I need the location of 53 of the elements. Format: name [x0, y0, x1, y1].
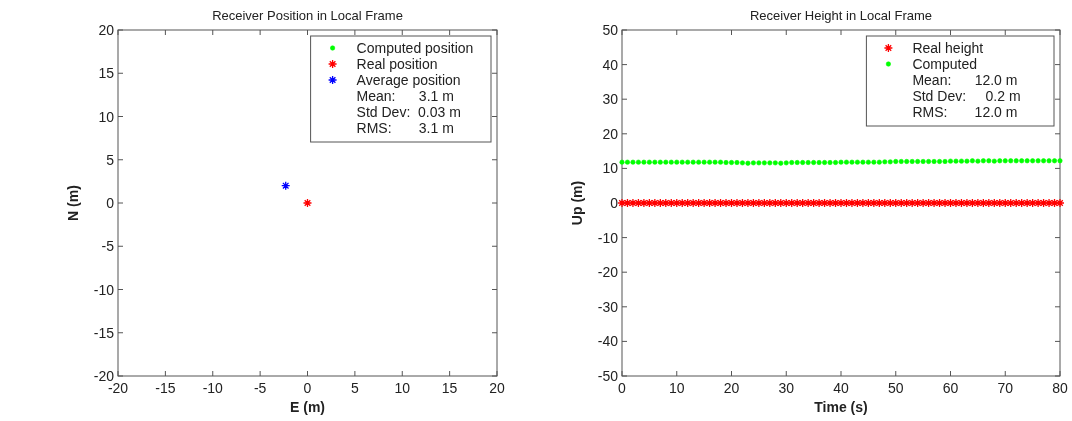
x-tick-label: 20: [489, 380, 505, 396]
x-tick-label: 10: [668, 380, 685, 396]
legend-label: Average position: [356, 72, 461, 88]
legend-label: Real position: [356, 56, 438, 72]
annotation: RMS: 3.1 m: [356, 120, 454, 136]
x-tick-label: 15: [441, 380, 458, 396]
y-tick-label: -10: [597, 229, 619, 246]
x-tick-label: 0: [303, 380, 312, 396]
y-tick-label: -50: [597, 368, 619, 384]
y-tick-label: 10: [98, 108, 115, 125]
annotation: RMS: 12.0 m: [912, 104, 1018, 120]
x-tick-label: 20: [723, 380, 740, 396]
y-tick-label: -20: [93, 368, 115, 384]
y-tick-label: 30: [602, 91, 619, 108]
y-tick-label: 15: [98, 65, 115, 82]
annotation: Std Dev: 0.03 m: [356, 104, 461, 120]
annotation: Std Dev: 0.2 m: [912, 88, 1021, 104]
annotation: Mean: 12.0 m: [912, 72, 1018, 88]
y-tick-label: -10: [93, 281, 115, 298]
x-tick-label: 70: [997, 380, 1014, 396]
y-axis-title: N (m): [65, 185, 81, 221]
x-tick-label: -5: [253, 380, 267, 396]
y-tick-label: 50: [602, 22, 619, 38]
y-axis-title: Up (m): [569, 180, 585, 226]
legend-label: Computed position: [356, 40, 474, 56]
y-tick-label: 20: [602, 125, 619, 142]
x-tick-label: 5: [350, 380, 359, 396]
x-tick-label: -15: [155, 380, 176, 396]
y-tick-label: 0: [106, 195, 115, 211]
x-tick-label: 30: [778, 380, 795, 396]
y-tick-label: -5: [101, 238, 115, 255]
chart-title: Receiver Height in Local Frame: [749, 8, 933, 23]
x-axis-title: Time (s): [814, 399, 868, 415]
y-tick-label: 40: [602, 56, 619, 73]
x-tick-label: 40: [833, 380, 849, 396]
y-tick-label: 5: [106, 151, 115, 168]
y-tick-label: -40: [597, 333, 619, 350]
x-tick-label: 80: [1052, 380, 1068, 396]
x-tick-label: 50: [887, 380, 904, 396]
y-tick-label: -15: [93, 324, 115, 341]
x-axis-title: E (m): [290, 399, 325, 415]
x-tick-label: 60: [942, 380, 959, 396]
y-tick-label: -20: [597, 264, 619, 281]
y-tick-label: 0: [610, 195, 619, 211]
x-tick-label: 10: [394, 380, 411, 396]
y-tick-label: 20: [98, 22, 115, 38]
legend-label: Computed: [912, 56, 977, 72]
legend-label: Real height: [912, 40, 984, 56]
annotation: Mean: 3.1 m: [356, 88, 454, 104]
y-tick-label: -30: [597, 298, 619, 315]
x-tick-label: -10: [202, 380, 224, 396]
chart-title: Receiver Position in Local Frame: [212, 8, 403, 23]
y-tick-label: 10: [602, 160, 619, 177]
